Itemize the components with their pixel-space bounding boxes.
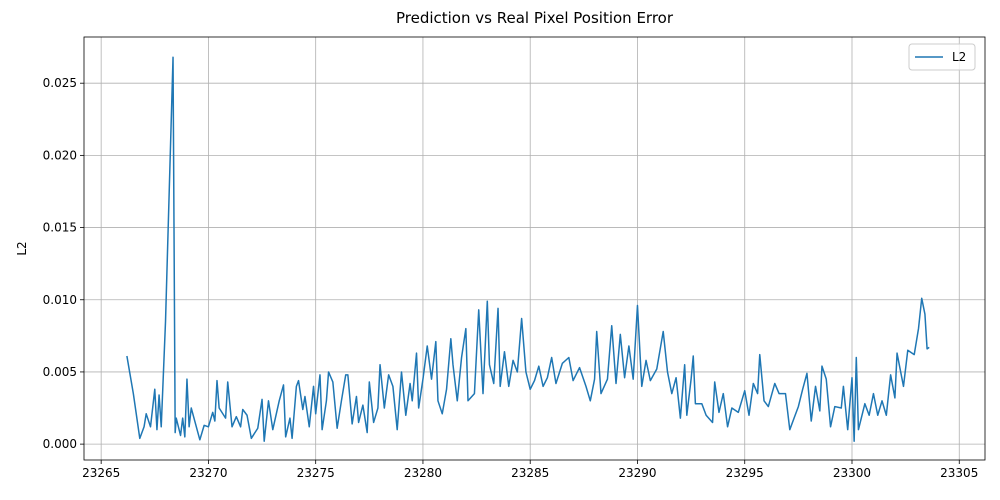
y-axis-label: L2: [15, 241, 29, 255]
x-tick-label: 23265: [82, 466, 120, 480]
y-tick-label: 0.015: [43, 221, 77, 235]
legend-label: L2: [952, 50, 966, 64]
plot-frame: [83, 36, 986, 461]
x-tick-label: 23275: [297, 466, 335, 480]
y-tick-label: 0.000: [43, 437, 77, 451]
y-tick-label: 0.010: [43, 293, 77, 307]
y-tick-label: 0.025: [43, 76, 77, 90]
x-tick-label: 23285: [511, 466, 549, 480]
y-tick-label: 0.020: [43, 148, 77, 162]
y-tick-label: 0.005: [43, 365, 77, 379]
x-tick-label: 23305: [940, 466, 978, 480]
chart-title: Prediction vs Real Pixel Position Error: [396, 9, 674, 27]
x-tick-label: 23290: [618, 466, 656, 480]
line-series: [126, 56, 930, 442]
x-tick-label: 23295: [726, 466, 764, 480]
x-tick-label: 23280: [404, 466, 442, 480]
x-tick-label: 23270: [189, 466, 227, 480]
x-tick-label: 23300: [833, 466, 871, 480]
